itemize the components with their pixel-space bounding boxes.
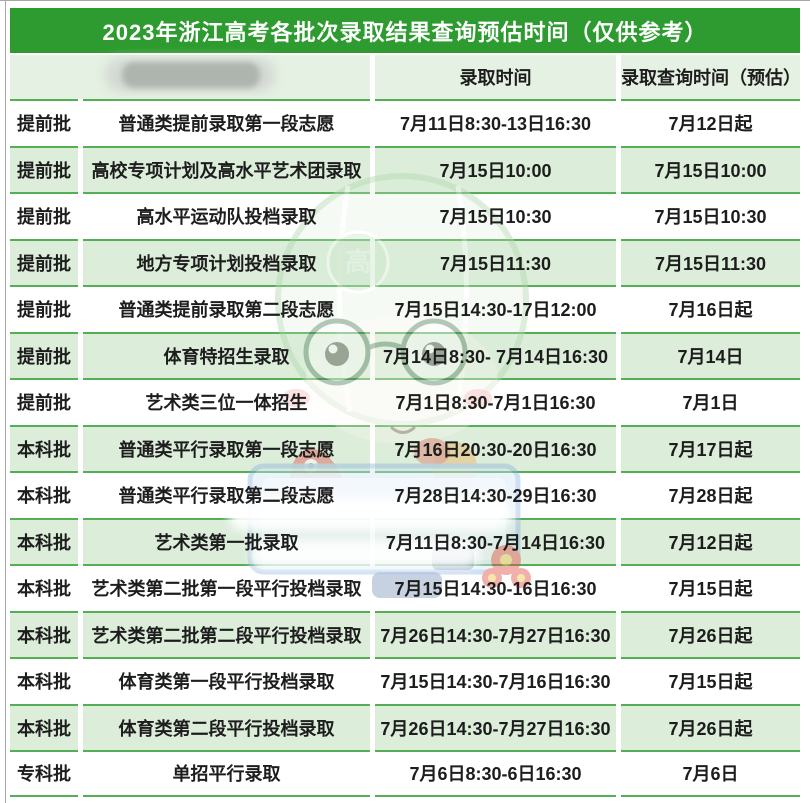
batch-cell: 提前批	[10, 192, 78, 239]
table-row: 提前批 地方专项计划投档录取 7月15日11:30 7月15日11:30	[10, 238, 800, 285]
batch-cell: 提前批	[10, 238, 78, 285]
table-row: 本科批 艺术类第二批第一段平行投档录取 7月15日14:30-16日16:30 …	[10, 564, 800, 611]
admit-time-cell: 7月16日20:30-20日16:30	[375, 424, 616, 471]
batch-cell: 专科批	[10, 750, 78, 797]
query-time-cell: 7月1日	[621, 378, 800, 425]
query-time-cell: 7月15日起	[621, 564, 800, 611]
item-cell: 高水平运动队投档录取	[83, 192, 370, 239]
item-cell: 普通类平行录取第一段志愿	[83, 424, 370, 471]
query-time-cell: 7月16日起	[621, 285, 800, 332]
item-cell: 单招平行录取	[83, 750, 370, 797]
table-row: 专科批 单招平行录取 7月6日8:30-6日16:30 7月6日	[10, 750, 800, 797]
query-time-cell: 7月15日10:30	[621, 192, 800, 239]
table-row: 提前批 高校专项计划及高水平艺术团录取 7月15日10:00 7月15日10:0…	[10, 145, 800, 192]
query-time-cell: 7月26日起	[621, 703, 800, 750]
table-row: 提前批 普通类提前录取第二段志愿 7月15日14:30-17日12:00 7月1…	[10, 285, 800, 332]
admit-time-cell: 7月15日14:30-17日12:00	[375, 285, 616, 332]
admit-time-cell: 7月1日8:30-7月1日16:30	[375, 378, 616, 425]
admission-schedule-table: 2023年浙江高考各批次录取结果查询预估时间（仅供参考） 录取时间 录取查询时间…	[10, 8, 801, 797]
admit-time-cell: 7月28日14:30-29日16:30	[375, 471, 616, 518]
table-row: 本科批 体育类第一段平行投档录取 7月15日14:30-7月16日16:30 7…	[10, 657, 800, 704]
table-row: 本科批 体育类第二段平行投档录取 7月26日14:30-7月27日16:30 7…	[10, 703, 800, 750]
item-cell: 艺术类三位一体招生	[83, 378, 370, 425]
batch-cell: 提前批	[10, 285, 78, 332]
admit-time-cell: 7月26日14:30-7月27日16:30	[375, 610, 616, 657]
query-time-cell: 7月17日起	[621, 424, 800, 471]
header-cell-query-time: 录取查询时间（预估）	[621, 55, 801, 99]
admit-time-cell: 7月15日14:30-16日16:30	[375, 564, 616, 611]
item-cell: 艺术类第二批第一段平行投档录取	[83, 564, 370, 611]
item-cell: 体育特招生录取	[83, 331, 370, 378]
batch-cell: 本科批	[10, 424, 78, 471]
batch-cell: 本科批	[10, 703, 78, 750]
admit-time-cell: 7月11日8:30-7月14日16:30	[375, 517, 616, 564]
item-cell: 普通类平行录取第二段志愿	[83, 471, 370, 518]
query-time-cell: 7月15日10:00	[621, 145, 800, 192]
admit-time-cell: 7月26日14:30-7月27日16:30	[375, 703, 616, 750]
query-time-cell: 7月15日起	[621, 657, 800, 704]
table-row: 本科批 艺术类第二批第二段平行投档录取 7月26日14:30-7月27日16:3…	[10, 610, 800, 657]
batch-cell: 本科批	[10, 517, 78, 564]
query-time-cell: 7月12日起	[621, 99, 800, 146]
table-body: 提前批 普通类提前录取第一段志愿 7月11日8:30-13日16:30 7月12…	[10, 99, 800, 797]
page-frame-top-line	[0, 0, 810, 1]
admit-time-cell: 7月6日8:30-6日16:30	[375, 750, 616, 797]
admit-time-cell: 7月15日14:30-7月16日16:30	[375, 657, 616, 704]
admit-time-cell: 7月15日10:30	[375, 192, 616, 239]
query-time-cell: 7月6日	[621, 750, 800, 797]
item-cell: 艺术类第一批录取	[83, 517, 370, 564]
query-time-cell: 7月26日起	[621, 610, 800, 657]
admit-time-cell: 7月15日11:30	[375, 238, 616, 285]
admit-time-cell: 7月14日8:30- 7月14日16:30	[375, 331, 616, 378]
admit-time-cell: 7月11日8:30-13日16:30	[375, 99, 616, 146]
table-row: 本科批 艺术类第一批录取 7月11日8:30-7月14日16:30 7月12日起	[10, 517, 800, 564]
page-frame-left-line	[5, 0, 6, 803]
batch-cell: 本科批	[10, 657, 78, 704]
item-cell: 地方专项计划投档录取	[83, 238, 370, 285]
query-time-cell: 7月12日起	[621, 517, 800, 564]
admit-time-cell: 7月15日10:00	[375, 145, 616, 192]
item-cell: 体育类第一段平行投档录取	[83, 657, 370, 704]
item-cell: 普通类提前录取第一段志愿	[83, 99, 370, 146]
batch-cell: 本科批	[10, 471, 78, 518]
batch-cell: 提前批	[10, 99, 78, 146]
batch-cell: 提前批	[10, 378, 78, 425]
query-time-cell: 7月14日	[621, 331, 800, 378]
batch-cell: 本科批	[10, 610, 78, 657]
item-cell: 高校专项计划及高水平艺术团录取	[83, 145, 370, 192]
table-row: 提前批 普通类提前录取第一段志愿 7月11日8:30-13日16:30 7月12…	[10, 99, 800, 146]
item-cell: 普通类提前录取第二段志愿	[83, 285, 370, 332]
table-row: 本科批 普通类平行录取第二段志愿 7月28日14:30-29日16:30 7月2…	[10, 471, 800, 518]
table-row: 提前批 艺术类三位一体招生 7月1日8:30-7月1日16:30 7月1日	[10, 378, 800, 425]
query-time-cell: 7月28日起	[621, 471, 800, 518]
header-cell-category	[10, 55, 370, 99]
batch-cell: 提前批	[10, 331, 78, 378]
table-header-row: 录取时间 录取查询时间（预估）	[10, 55, 801, 99]
table-title: 2023年浙江高考各批次录取结果查询预估时间（仅供参考）	[10, 8, 800, 53]
header-cell-admit-time: 录取时间	[375, 55, 616, 99]
table-row: 本科批 普通类平行录取第一段志愿 7月16日20:30-20日16:30 7月1…	[10, 424, 800, 471]
table-row: 提前批 高水平运动队投档录取 7月15日10:30 7月15日10:30	[10, 192, 800, 239]
table-row: 提前批 体育特招生录取 7月14日8:30- 7月14日16:30 7月14日	[10, 331, 800, 378]
batch-cell: 本科批	[10, 564, 78, 611]
query-time-cell: 7月15日11:30	[621, 238, 800, 285]
item-cell: 体育类第二段平行投档录取	[83, 703, 370, 750]
item-cell: 艺术类第二批第二段平行投档录取	[83, 610, 370, 657]
batch-cell: 提前批	[10, 145, 78, 192]
